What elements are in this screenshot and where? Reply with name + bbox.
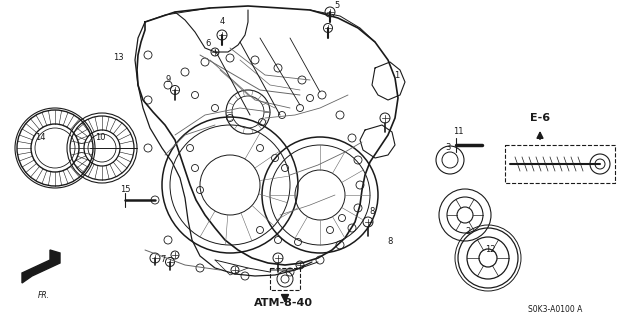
Bar bbox=[270, 268, 300, 290]
Text: 8: 8 bbox=[369, 207, 374, 217]
Text: 15: 15 bbox=[120, 186, 131, 195]
Text: 5: 5 bbox=[334, 1, 340, 10]
Text: 1: 1 bbox=[394, 70, 399, 79]
Bar bbox=[505, 145, 615, 183]
Text: 8: 8 bbox=[387, 238, 393, 247]
Text: 12: 12 bbox=[484, 246, 495, 255]
Text: ATM-8-40: ATM-8-40 bbox=[253, 298, 312, 308]
Text: S0K3-A0100 A: S0K3-A0100 A bbox=[528, 306, 582, 315]
Text: 3: 3 bbox=[445, 144, 451, 152]
Text: 7: 7 bbox=[160, 256, 166, 264]
Text: 14: 14 bbox=[35, 133, 45, 143]
Text: 4: 4 bbox=[220, 18, 225, 26]
Text: 10: 10 bbox=[95, 133, 105, 143]
Text: 6: 6 bbox=[205, 39, 211, 48]
Text: E-6: E-6 bbox=[530, 113, 550, 123]
Text: 9: 9 bbox=[165, 76, 171, 85]
Text: 13: 13 bbox=[113, 54, 124, 63]
Text: 2: 2 bbox=[465, 227, 470, 236]
Text: 11: 11 bbox=[452, 128, 463, 137]
Polygon shape bbox=[22, 250, 60, 283]
Text: FR.: FR. bbox=[38, 292, 50, 300]
